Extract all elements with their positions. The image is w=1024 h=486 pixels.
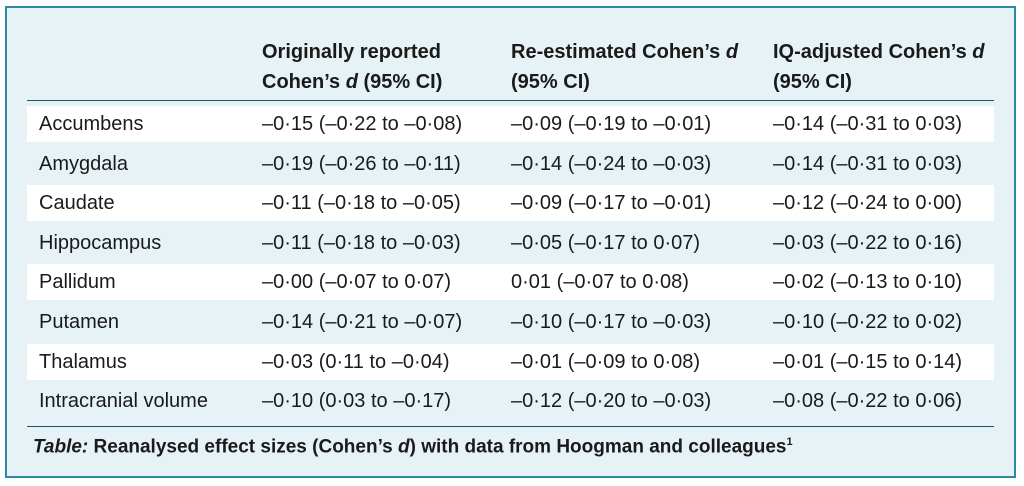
header-line: IQ-adjusted Cohen’s d — [773, 37, 985, 67]
reestimated-cell: –0·10 (–0·17 to –0·03) — [511, 310, 712, 333]
header-italic: d — [725, 41, 739, 63]
table-panel: Originally reported Cohen’s d (95% CI) R… — [5, 6, 1016, 478]
region-cell: Putamen — [39, 310, 120, 333]
header-re-estimated: Re-estimated Cohen’s d (95% CI) — [511, 37, 738, 97]
caption-lead: Table: — [33, 436, 89, 458]
iq-adjusted-cell: –0·10 (–0·22 to 0·02) — [773, 310, 963, 333]
table-row: Accumbens –0·15 (–0·22 to –0·08) –0·09 (… — [27, 106, 994, 142]
iq-adjusted-cell: –0·03 (–0·22 to 0·16) — [773, 231, 963, 254]
header-text: Cohen’s — [262, 71, 346, 93]
iq-adjusted-cell: –0·14 (–0·31 to 0·03) — [773, 152, 963, 175]
original-cell: –0·11 (–0·18 to –0·03) — [262, 231, 461, 254]
caption-reference: 1 — [786, 436, 793, 448]
caption-divider — [27, 426, 994, 427]
header-text: Re-estimated Cohen’s — [511, 41, 726, 63]
original-cell: –0·14 (–0·21 to –0·07) — [262, 310, 463, 333]
region-cell: Pallidum — [39, 271, 116, 294]
iq-adjusted-cell: –0·02 (–0·13 to 0·10) — [773, 271, 963, 294]
header-line: Cohen’s d (95% CI) — [262, 67, 442, 97]
region-cell: Hippocampus — [39, 231, 162, 254]
reestimated-cell: –0·09 (–0·19 to –0·01) — [511, 113, 712, 135]
header-originally-reported: Originally reported Cohen’s d (95% CI) — [262, 37, 442, 97]
header-text: (95% CI) — [357, 71, 443, 93]
region-cell: Caudate — [39, 192, 115, 215]
reestimated-cell: –0·14 (–0·24 to –0·03) — [511, 152, 712, 175]
reestimated-cell: –0·09 (–0·17 to –0·01) — [511, 192, 712, 215]
table-header: Originally reported Cohen’s d (95% CI) R… — [27, 28, 994, 101]
table-row: Caudate –0·11 (–0·18 to –0·05) –0·09 (–0… — [27, 185, 994, 222]
reestimated-cell: –0·01 (–0·09 to 0·08) — [511, 350, 701, 373]
table-body: Accumbens –0·15 (–0·22 to –0·08) –0·09 (… — [27, 106, 994, 423]
header-line: Re-estimated Cohen’s d — [511, 37, 738, 67]
region-cell: Accumbens — [39, 113, 144, 135]
header-line: (95% CI) — [511, 71, 590, 93]
original-cell: –0·00 (–0·07 to 0·07) — [262, 271, 452, 294]
caption-italic: d — [398, 436, 410, 458]
iq-adjusted-cell: –0·01 (–0·15 to 0·14) — [773, 350, 963, 373]
header-iq-adjusted: IQ-adjusted Cohen’s d (95% CI) — [773, 37, 985, 97]
header-text: IQ-adjusted Cohen’s — [773, 41, 973, 63]
table-row: Putamen –0·14 (–0·21 to –0·07) –0·10 (–0… — [27, 304, 994, 340]
header-italic: d — [345, 71, 358, 93]
header-line: Originally reported — [262, 41, 441, 63]
region-cell: Amygdala — [39, 152, 128, 175]
header-line: (95% CI) — [773, 71, 852, 93]
table-row: Amygdala –0·19 (–0·26 to –0·11) –0·14 (–… — [27, 146, 994, 182]
caption-text: Reanalysed effect sizes (Cohen’s — [88, 436, 398, 458]
original-cell: –0·15 (–0·22 to –0·08) — [262, 113, 463, 135]
table-row: Intracranial volume –0·10 (0·03 to –0·17… — [27, 383, 994, 419]
header-italic: d — [972, 41, 985, 63]
table-row: Hippocampus –0·11 (–0·18 to –0·03) –0·05… — [27, 225, 994, 261]
region-cell: Intracranial volume — [39, 390, 208, 413]
reestimated-cell: –0·05 (–0·17 to 0·07) — [511, 231, 701, 254]
iq-adjusted-cell: –0·12 (–0·24 to 0·00) — [773, 192, 963, 215]
original-cell: –0·03 (0·11 to –0·04) — [262, 350, 450, 373]
table-caption: Table: Reanalysed effect sizes (Cohen’s … — [33, 436, 793, 458]
reestimated-cell: –0·12 (–0·20 to –0·03) — [511, 390, 712, 413]
original-cell: –0·11 (–0·18 to –0·05) — [262, 192, 461, 215]
caption-text: ) with data from Hoogman and colleagues — [409, 436, 787, 458]
reestimated-cell: 0·01 (–0·07 to 0·08) — [511, 271, 689, 294]
iq-adjusted-cell: –0·08 (–0·22 to 0·06) — [773, 390, 963, 413]
original-cell: –0·19 (–0·26 to –0·11) — [262, 152, 461, 175]
region-cell: Thalamus — [39, 350, 127, 373]
original-cell: –0·10 (0·03 to –0·17) — [262, 390, 452, 413]
table-row: Thalamus –0·03 (0·11 to –0·04) –0·01 (–0… — [27, 343, 994, 380]
iq-adjusted-cell: –0·14 (–0·31 to 0·03) — [773, 113, 963, 135]
table-row: Pallidum –0·00 (–0·07 to 0·07) 0·01 (–0·… — [27, 264, 994, 301]
